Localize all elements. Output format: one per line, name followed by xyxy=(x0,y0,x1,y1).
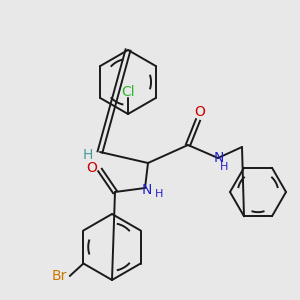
Text: O: O xyxy=(195,105,206,119)
Text: N: N xyxy=(142,183,152,197)
Text: H: H xyxy=(83,148,93,162)
Text: H: H xyxy=(220,162,228,172)
Text: H: H xyxy=(155,189,163,199)
Text: Br: Br xyxy=(52,269,68,283)
Text: O: O xyxy=(87,161,98,175)
Text: Cl: Cl xyxy=(121,85,135,99)
Text: N: N xyxy=(214,151,224,165)
